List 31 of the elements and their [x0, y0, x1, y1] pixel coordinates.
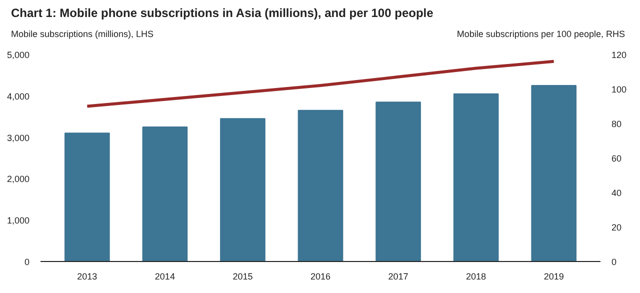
- chart-title: Chart 1: Mobile phone subscriptions in Asia (millions), and per 100 people: [11, 5, 434, 22]
- x-tick-label: 2014: [154, 272, 175, 282]
- x-tick-label: 2013: [77, 272, 98, 282]
- bar: [64, 132, 110, 262]
- y2-tick-label: 100: [612, 84, 627, 94]
- y-tick-label: 4,000: [6, 91, 30, 102]
- x-tick-label: 2016: [310, 272, 331, 282]
- x-tick-label: 2018: [466, 272, 486, 282]
- x-tick-label: 2015: [232, 272, 253, 282]
- bar: [453, 93, 499, 262]
- y2-tick-label: 0: [612, 257, 617, 267]
- y2-axis-title: Mobile subscriptions per 100 people, RHS: [456, 28, 625, 41]
- x-tick-label: 2017: [388, 272, 408, 282]
- y-tick-label: 2,000: [6, 174, 30, 184]
- bar: [376, 102, 421, 262]
- y2-tick-label: 120: [612, 50, 627, 60]
- bar: [298, 110, 344, 262]
- y-tick-label: 3,000: [6, 132, 30, 143]
- line-series: [86, 60, 556, 108]
- x-tick-label: 2019: [544, 272, 564, 282]
- y-tick-label: 1,000: [6, 216, 30, 226]
- y2-tick-label: 80: [612, 119, 622, 129]
- bar: [220, 118, 266, 262]
- y2-tick-label: 20: [612, 222, 622, 232]
- y2-tick-label: 60: [612, 154, 622, 164]
- bar: [142, 126, 188, 262]
- y-tick-label: 0: [24, 257, 30, 267]
- y-tick-label: 5,000: [6, 50, 30, 60]
- y2-tick-label: 40: [612, 188, 622, 198]
- y-axis-title: Mobile subscriptions (millions), LHS: [11, 28, 154, 41]
- bar: [531, 85, 576, 262]
